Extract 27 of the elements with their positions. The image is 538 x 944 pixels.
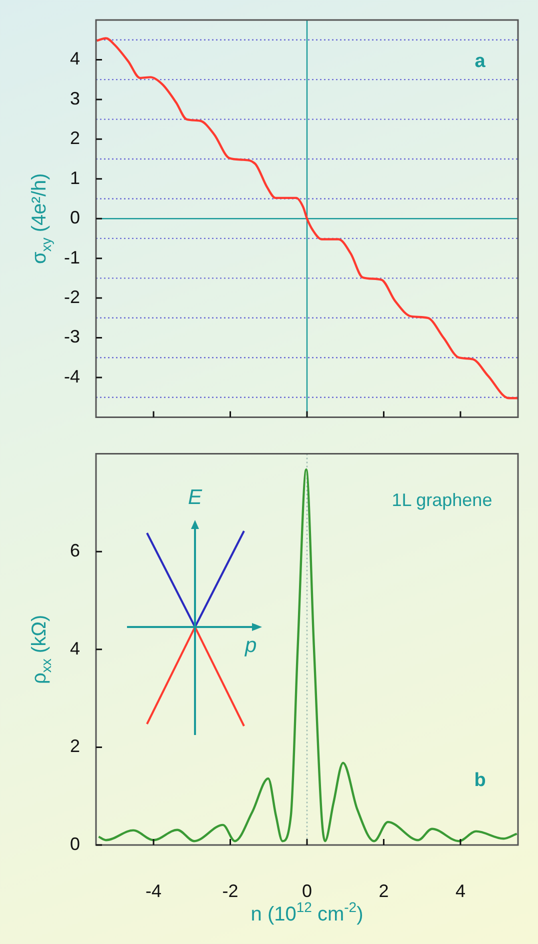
line-series	[98, 468, 518, 842]
line-series	[96, 37, 518, 400]
y-tick-label: 2	[70, 128, 80, 148]
x-tick-label: 2	[378, 880, 389, 901]
y-tick-label: -4	[64, 366, 80, 386]
y-tick-label: 2	[70, 736, 80, 756]
x-tick-label: 4	[455, 880, 466, 901]
annotation: 1L graphene	[392, 490, 492, 510]
annotation: b	[474, 770, 486, 792]
y-tick-label: 0	[70, 208, 80, 228]
y-tick-label: -2	[64, 287, 80, 308]
x-tick-label: 0	[302, 880, 312, 901]
y-tick-label: 6	[70, 540, 80, 561]
y-axis-title: ρxx (kΩ)	[28, 614, 54, 684]
x-tick-label: -2	[222, 880, 238, 901]
y-tick-label: 4	[70, 48, 80, 69]
annotation: a	[474, 51, 486, 72]
annotation: p	[245, 634, 257, 658]
y-tick-label: 1	[70, 168, 80, 188]
y-tick-label: 4	[70, 638, 80, 658]
y-tick-label: -3	[64, 326, 80, 347]
y-tick-label: -1	[64, 247, 80, 268]
y-tick-label: 0	[70, 834, 80, 854]
y-axis-title: σxy (4e²/h)	[28, 173, 54, 264]
x-tick-label: -4	[146, 880, 162, 901]
annotation: E	[188, 486, 202, 510]
y-tick-label: 3	[70, 88, 80, 108]
